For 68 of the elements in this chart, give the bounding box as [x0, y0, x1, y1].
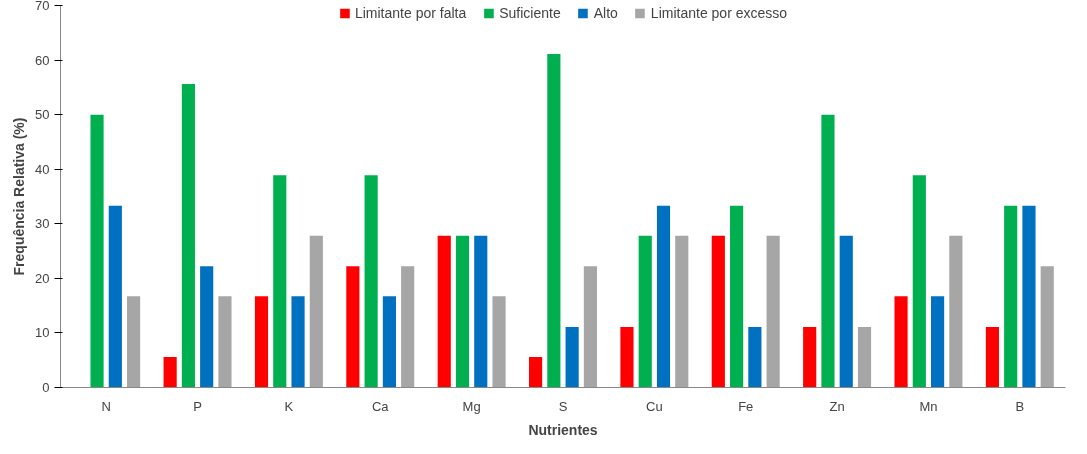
bar [254, 296, 269, 388]
bar [620, 326, 634, 388]
bar [291, 296, 305, 388]
bar [675, 235, 689, 388]
bar [821, 114, 835, 388]
bar [200, 266, 214, 388]
bar [1040, 266, 1054, 388]
bar [949, 235, 963, 388]
bar [127, 296, 141, 388]
bar [346, 266, 360, 388]
x-tick-label: Zn [829, 398, 845, 414]
y-tick-label: 20 [35, 270, 50, 286]
bar [638, 235, 652, 388]
bar [273, 175, 287, 388]
legend-label: Suficiente [499, 5, 561, 21]
bar [730, 205, 744, 388]
y-tick-label: 0 [42, 380, 50, 395]
y-tick-label: 70 [35, 0, 50, 13]
bar [364, 175, 378, 388]
x-axis-title: Nutrientes [528, 421, 598, 438]
legend-label: Limitante por excesso [650, 5, 788, 21]
x-tick-label: Mg [462, 398, 481, 414]
bar [437, 235, 451, 388]
bar [803, 326, 817, 388]
y-tick-label: 30 [35, 216, 50, 232]
legend-label: Limitante por falta [354, 5, 467, 21]
bar [163, 356, 177, 388]
x-tick-label: Cu [646, 398, 663, 414]
bar [547, 54, 561, 388]
y-tick-label: 40 [35, 161, 50, 177]
bar [894, 296, 908, 388]
x-tick-label: S [558, 398, 568, 414]
y-axis-title: Frequência Relativa (%) [11, 117, 28, 276]
x-tick-label: Ca [371, 398, 390, 414]
bar [474, 235, 488, 388]
bar [108, 205, 122, 388]
bar [748, 326, 762, 388]
bar [529, 356, 543, 388]
bar [90, 114, 104, 388]
y-tick-label: 50 [35, 107, 50, 123]
y-tick-label: 10 [35, 325, 50, 341]
bar [931, 296, 945, 388]
bar [492, 296, 506, 388]
bar [656, 205, 671, 388]
bar [839, 235, 853, 388]
bar [985, 326, 999, 388]
bar [455, 235, 470, 388]
bar [218, 296, 232, 388]
bar [583, 266, 597, 388]
legend-label: Alto [593, 5, 618, 21]
x-tick-label: Fe [738, 398, 754, 414]
bar [401, 266, 415, 388]
bar [711, 235, 725, 388]
bar [382, 296, 396, 388]
bar [1022, 205, 1036, 388]
x-tick-label: B [1015, 398, 1025, 414]
bar [181, 84, 195, 388]
bar [912, 175, 926, 388]
x-tick-label: P [193, 398, 202, 414]
y-tick-label: 60 [35, 52, 50, 68]
bar [309, 235, 323, 388]
x-tick-label: K [284, 398, 294, 414]
x-tick-label: N [101, 398, 111, 414]
bar [766, 235, 780, 388]
bar [565, 326, 579, 388]
bar [857, 326, 872, 388]
x-tick-label: Mn [919, 398, 938, 414]
bar [1004, 205, 1018, 388]
